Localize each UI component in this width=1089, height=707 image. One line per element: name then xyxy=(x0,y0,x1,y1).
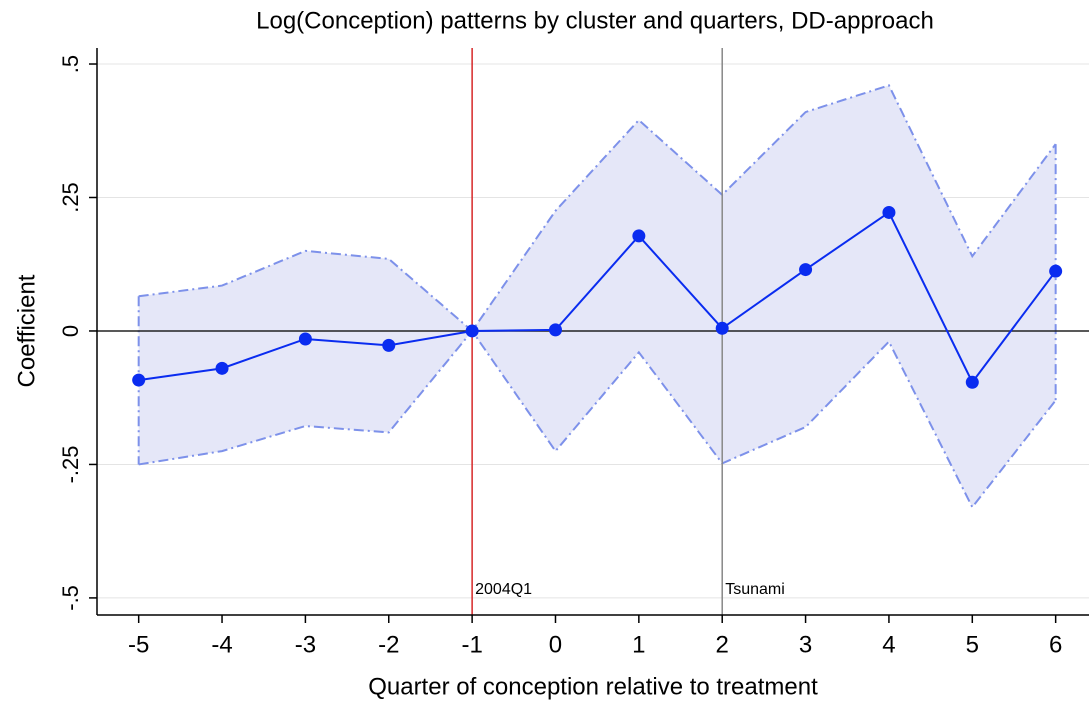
y-tick-label: -.25 xyxy=(58,445,83,483)
point xyxy=(799,263,813,277)
y-axis-label: Coefficient xyxy=(13,274,40,387)
point xyxy=(882,205,896,219)
point xyxy=(215,361,229,375)
ci-edge xyxy=(138,84,1057,333)
annotation-label: Tsunami xyxy=(725,581,785,598)
point xyxy=(382,338,396,352)
point xyxy=(1049,264,1063,278)
point xyxy=(965,375,979,389)
x-tick-label: 5 xyxy=(966,631,979,658)
point xyxy=(632,229,646,243)
x-tick-label: 3 xyxy=(799,631,812,658)
x-tick-label: 0 xyxy=(549,631,562,658)
x-tick-label: 6 xyxy=(1049,631,1062,658)
x-tick-label: -1 xyxy=(461,631,482,658)
x-tick-label: -4 xyxy=(211,631,232,658)
chart-title: Log(Conception) patterns by cluster and … xyxy=(256,7,934,34)
y-tick-label: .25 xyxy=(58,182,83,213)
x-tick-label: -5 xyxy=(128,631,149,658)
annotation-label: 2004Q1 xyxy=(475,581,532,598)
y-tick-label: -.5 xyxy=(58,585,83,611)
point xyxy=(132,373,146,387)
ci-edge xyxy=(138,329,1057,510)
x-tick-label: 4 xyxy=(882,631,895,658)
x-tick-label: 2 xyxy=(716,631,729,658)
confidence-band xyxy=(138,85,1056,508)
point xyxy=(298,332,312,346)
y-tick-label: 0 xyxy=(58,325,83,337)
point xyxy=(465,324,479,338)
point xyxy=(548,323,562,337)
x-tick-label: 1 xyxy=(632,631,645,658)
y-tick-label: .5 xyxy=(58,55,83,73)
series-line xyxy=(138,210,1057,385)
point xyxy=(715,321,729,335)
x-tick-label: -2 xyxy=(378,631,399,658)
x-axis-label: Quarter of conception relative to treatm… xyxy=(368,673,818,700)
x-tick-label: -3 xyxy=(295,631,316,658)
